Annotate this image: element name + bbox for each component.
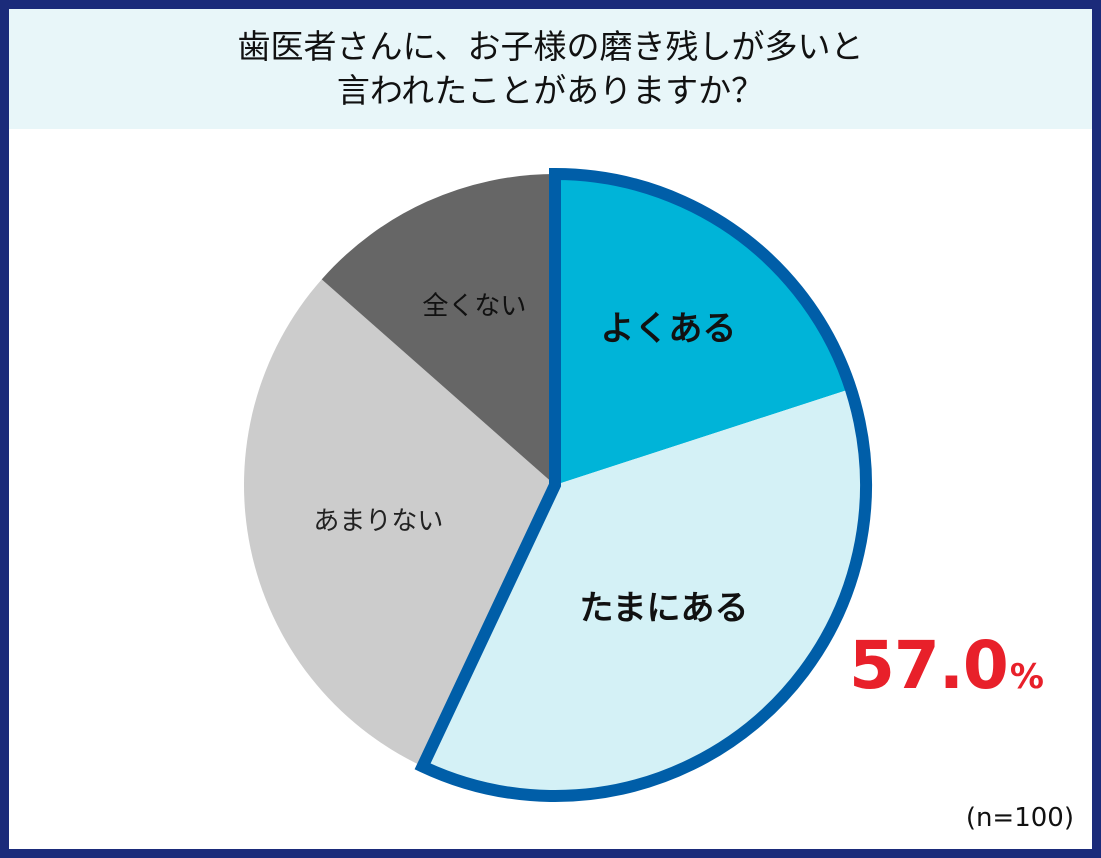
chart-title-line-1: 歯医者さんに、お子様の磨き残しが多いと xyxy=(237,27,864,66)
highlight-outline xyxy=(414,167,872,802)
chart-title-line-2: 言われたことがありますか？ xyxy=(336,71,765,110)
pie-slice-2 xyxy=(422,388,866,796)
chart-title: 歯医者さんに、お子様の磨き残しが多いと 言われたことがありますか？ xyxy=(9,9,1092,129)
highlight-total-value: 57.0 xyxy=(849,627,1009,704)
highlight-total: 57.0% xyxy=(849,633,1044,699)
highlight-total-unit: % xyxy=(1009,657,1044,697)
sample-size-note: (n=100) xyxy=(965,803,1074,833)
pie-label-4: 全くない xyxy=(422,291,526,321)
pie-label-3: あまりない xyxy=(313,507,443,537)
pie-slice-1 xyxy=(555,174,851,485)
pie-slice-4 xyxy=(321,174,555,485)
pie-label-2: たまにある xyxy=(580,589,749,629)
pie-label-1: よくある xyxy=(600,309,736,349)
